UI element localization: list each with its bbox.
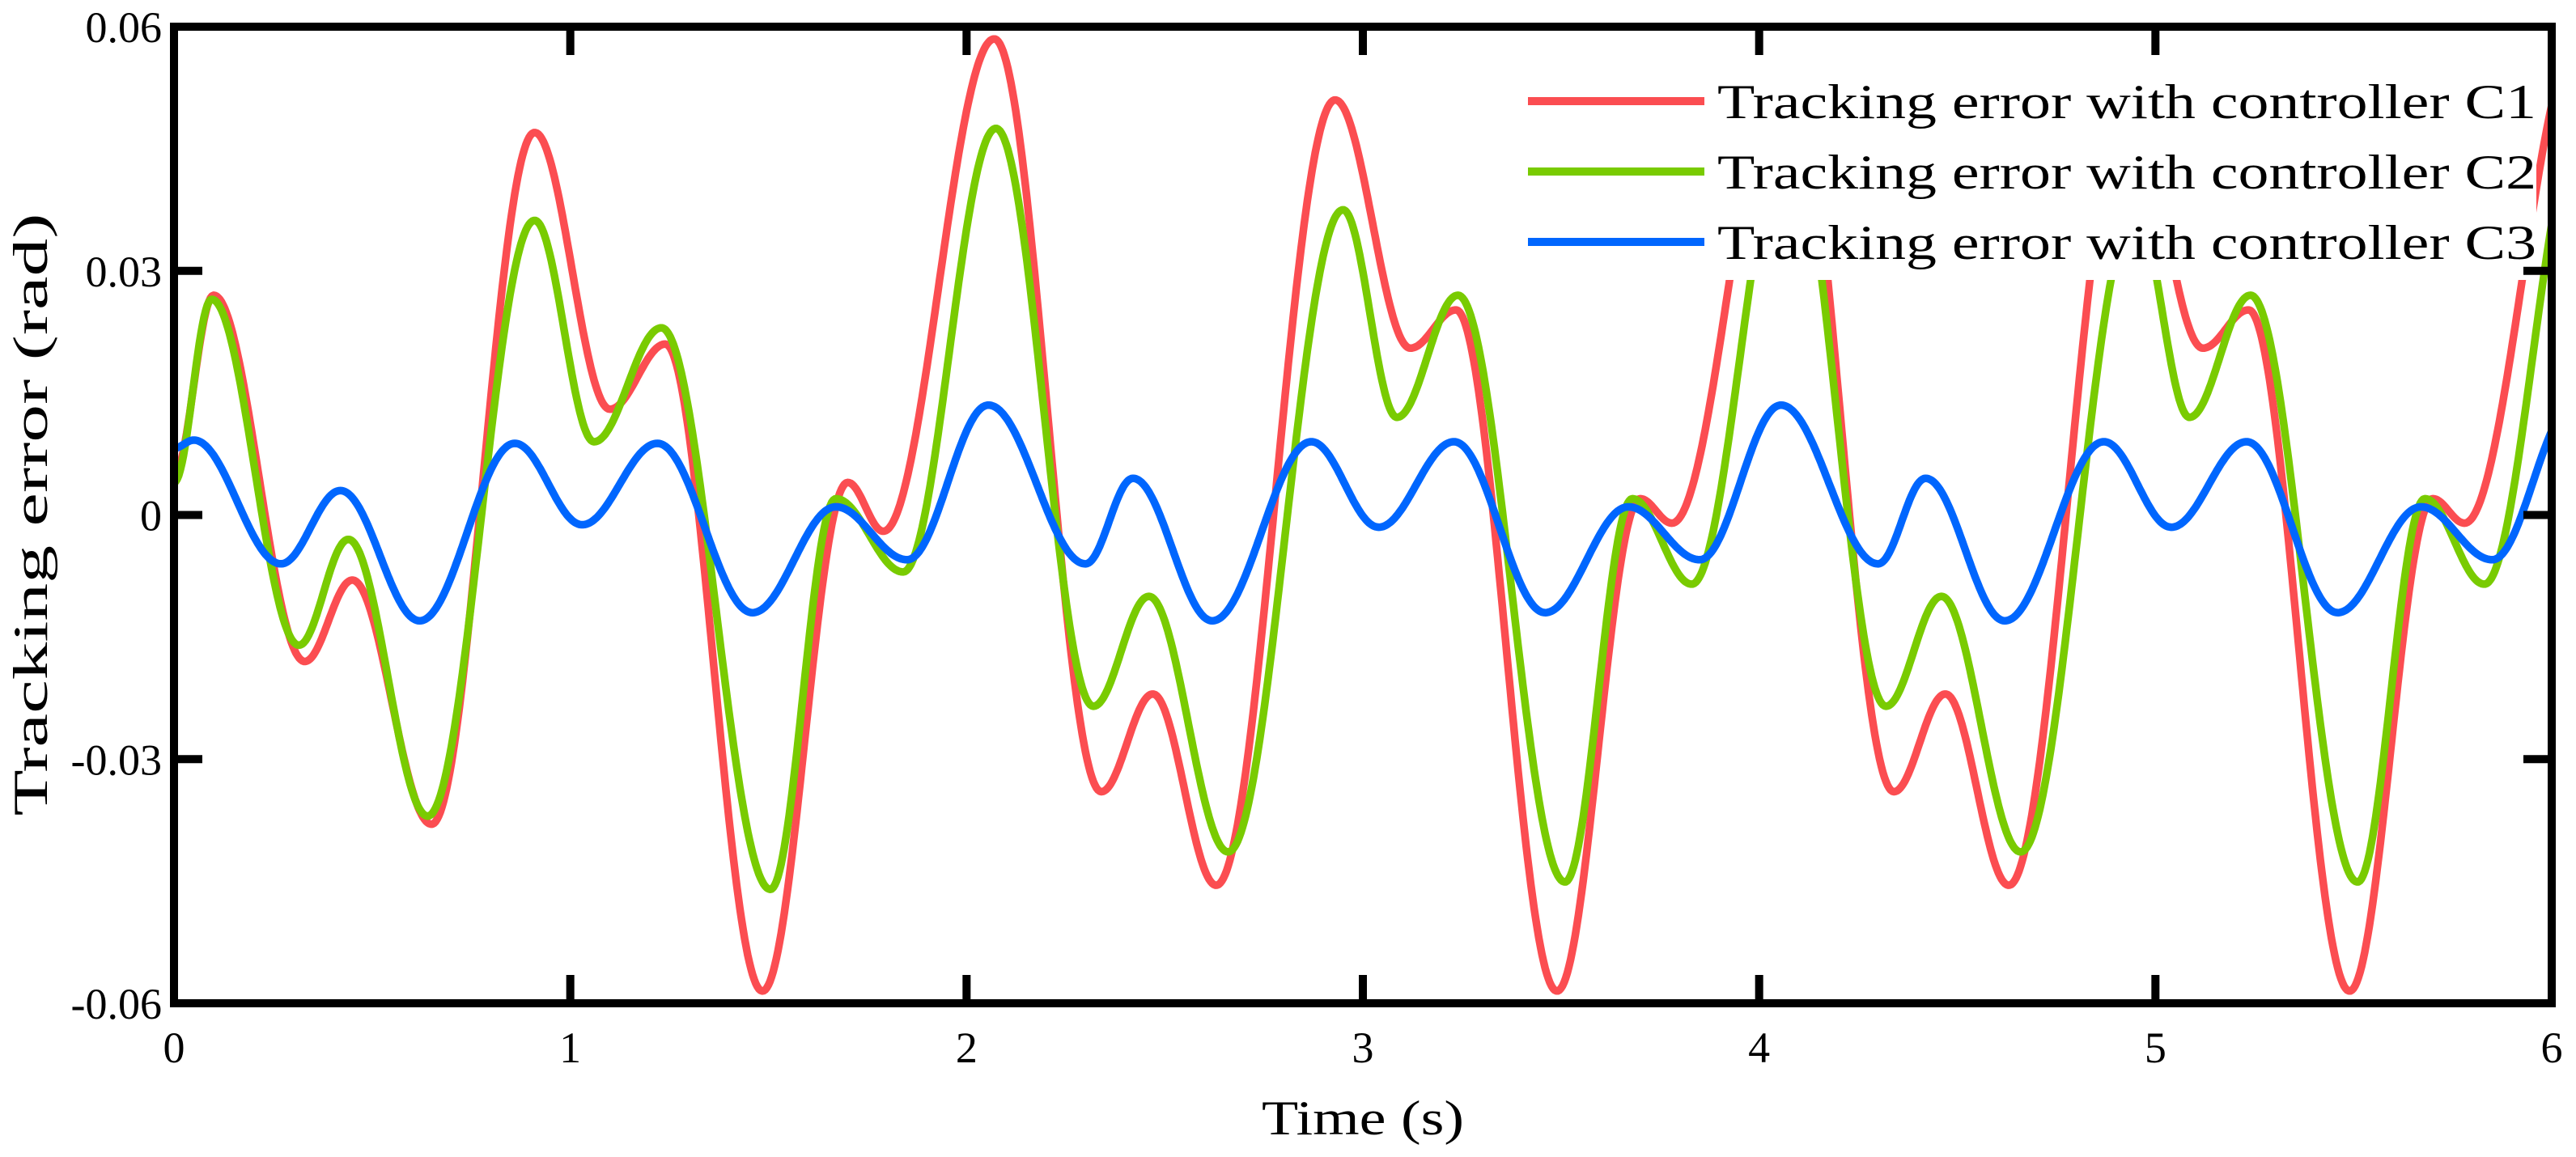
y-tick-label--0.06: -0.06 xyxy=(71,980,162,1028)
legend-label-c3: Tracking error with controller C3 xyxy=(1717,216,2536,269)
axes-layer xyxy=(170,23,2556,1007)
y-tick-label--0.03: -0.03 xyxy=(71,735,162,784)
plot-box xyxy=(170,23,2556,1007)
y-tick-label-0.06: 0.06 xyxy=(86,3,163,52)
y-axis-label: Tracking error (rad) xyxy=(4,214,57,816)
x-tick-label-0: 0 xyxy=(163,1024,185,1072)
x-tick-label-6: 6 xyxy=(2541,1024,2563,1072)
x-tick-label-5: 5 xyxy=(2145,1024,2166,1072)
legend: Tracking error with controller C1 Tracki… xyxy=(1507,32,2536,280)
legend-label-c1: Tracking error with controller C1 xyxy=(1717,75,2536,129)
x-tick-label-1: 1 xyxy=(559,1024,581,1072)
y-tick-label-0: 0 xyxy=(140,492,162,540)
tick-labels-layer: 0 1 2 3 4 5 6 0.06 0.03 0 -0.03 -0.06 xyxy=(71,3,2563,1072)
x-axis-label: Time (s) xyxy=(1262,1091,1464,1145)
x-tick-label-4: 4 xyxy=(1748,1024,1770,1072)
tick-marks xyxy=(170,23,2556,1007)
x-tick-label-3: 3 xyxy=(1352,1024,1374,1072)
x-tick-label-2: 2 xyxy=(956,1024,978,1072)
y-tick-label-0.03: 0.03 xyxy=(86,248,163,296)
series-c3-line xyxy=(170,400,2556,625)
legend-label-c2: Tracking error with controller C2 xyxy=(1717,146,2536,199)
